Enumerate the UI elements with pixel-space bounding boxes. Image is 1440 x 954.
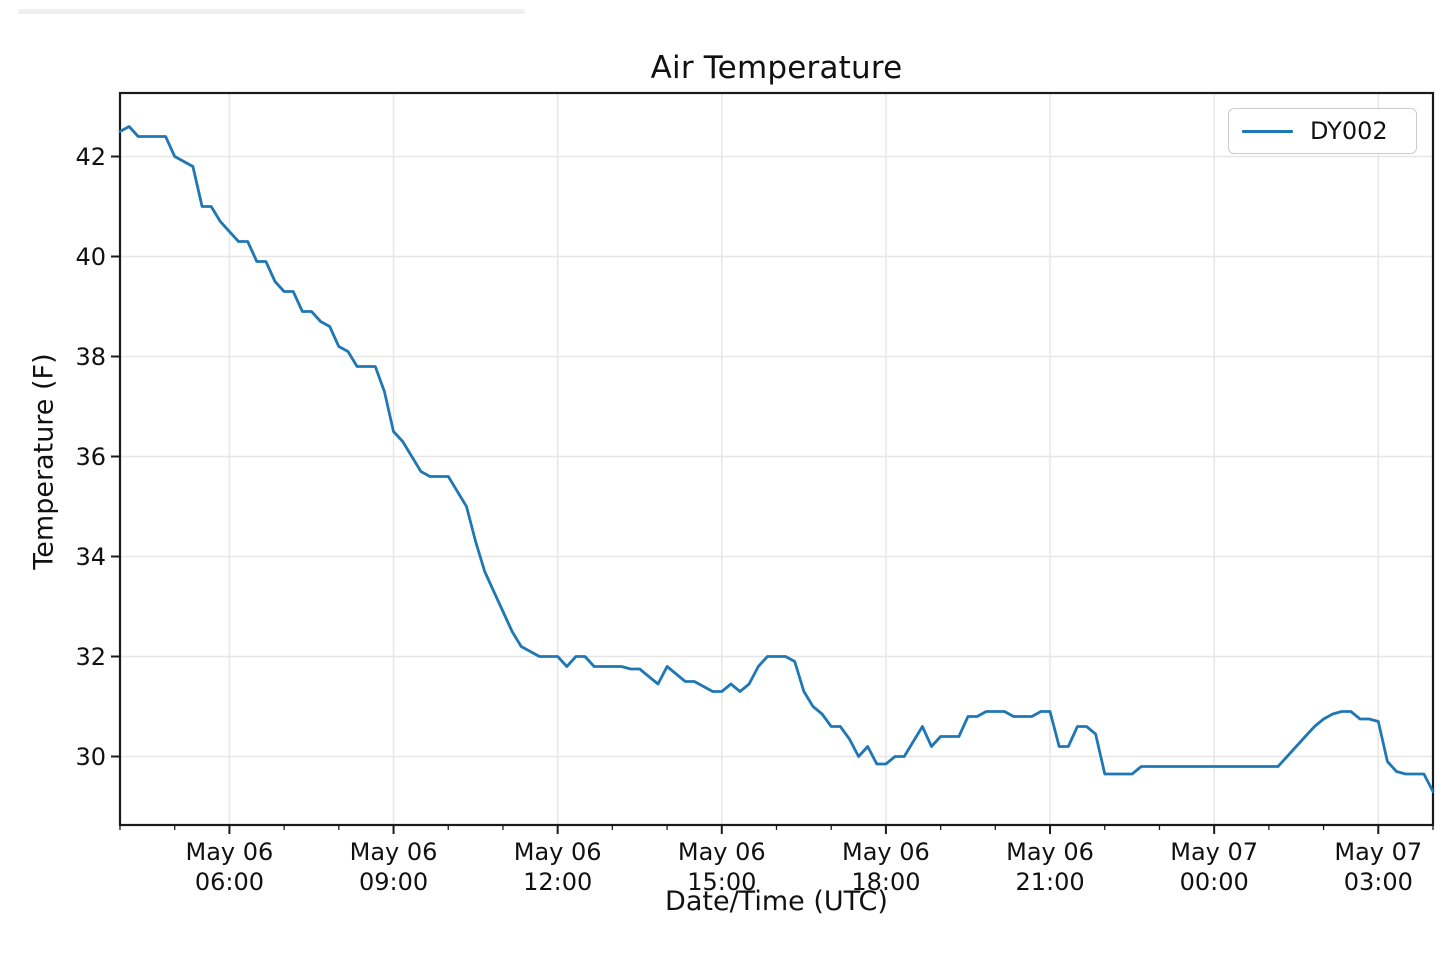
y-tick-label: 42 — [75, 142, 106, 171]
y-tick-label: 34 — [75, 542, 106, 571]
x-tick-label: May 07 03:00 — [1334, 838, 1423, 896]
y-tick-label: 40 — [75, 242, 106, 271]
top-divider-bar — [18, 9, 525, 14]
x-tick-label: May 06 12:00 — [513, 838, 602, 896]
legend-label: DY002 — [1310, 117, 1388, 145]
y-tick-label: 38 — [75, 342, 106, 371]
y-tick-label: 32 — [75, 642, 106, 671]
legend: DY002 — [1228, 108, 1417, 154]
x-tick-label: May 06 06:00 — [185, 838, 274, 896]
x-tick-label: May 06 09:00 — [349, 838, 438, 896]
legend-line-sample — [1242, 129, 1293, 133]
y-tick-label: 30 — [75, 742, 106, 771]
x-axis-label: Date/Time (UTC) — [665, 886, 888, 917]
plot-frame — [118, 91, 1435, 827]
chart-title: Air Temperature — [650, 50, 903, 86]
x-tick-label: May 06 15:00 — [677, 838, 766, 896]
temperature-line-DY002 — [118, 125, 1435, 793]
x-tick-label: May 07 00:00 — [1170, 838, 1259, 896]
x-tick-label: May 06 18:00 — [842, 838, 930, 896]
y-tick-label: 36 — [75, 442, 106, 471]
x-tick-label: May 06 21:00 — [1006, 838, 1094, 896]
